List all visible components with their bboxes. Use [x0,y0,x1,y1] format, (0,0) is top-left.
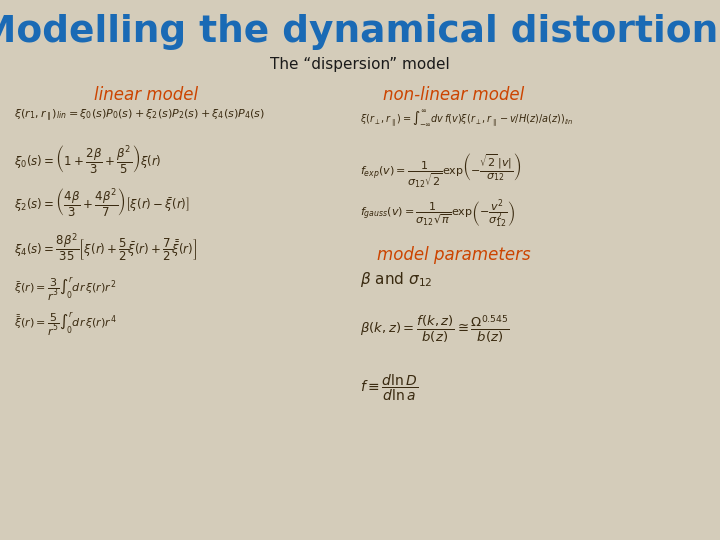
Text: $\beta(k,z) = \dfrac{f(k,z)}{b(z)} \cong \dfrac{\Omega^{0.545}}{b(z)}$: $\beta(k,z) = \dfrac{f(k,z)}{b(z)} \cong… [360,313,510,345]
Text: $\xi(r_\perp, r_\parallel) = \int_{-\infty}^{\infty} dv\,f(v)\xi(r_\perp, r_\par: $\xi(r_\perp, r_\parallel) = \int_{-\inf… [360,108,574,128]
Text: $\xi_4(s) = \dfrac{8\beta^2}{35}\left[\xi(r) + \dfrac{5}{2}\bar{\xi}(r) + \dfrac: $\xi_4(s) = \dfrac{8\beta^2}{35}\left[\x… [14,232,198,265]
Text: $\xi(r_1, r_\parallel)_{lin} = \xi_0(s)P_0(s) + \xi_2(s)P_2(s) + \xi_4(s)P_4(s)$: $\xi(r_1, r_\parallel)_{lin} = \xi_0(s)P… [14,108,266,124]
Text: $\xi_2(s) = \left(\dfrac{4\beta}{3} + \dfrac{4\beta^2}{7}\right)\left[\xi(r) - \: $\xi_2(s) = \left(\dfrac{4\beta}{3} + \d… [14,186,190,218]
Text: $\bar{\xi}(r) = \dfrac{3}{r^3}\int_0^r dr\,\xi(r)r^2$: $\bar{\xi}(r) = \dfrac{3}{r^3}\int_0^r d… [14,275,117,302]
Text: $f \equiv \dfrac{d\ln D}{d\ln a}$: $f \equiv \dfrac{d\ln D}{d\ln a}$ [360,373,418,403]
Text: non-linear model: non-linear model [383,86,524,104]
Text: model parameters: model parameters [377,246,531,264]
Text: The “dispersion” model: The “dispersion” model [270,57,450,72]
Text: linear model: linear model [94,86,198,104]
Text: $f_{exp}(v) = \dfrac{1}{\sigma_{12}\sqrt{2}}\exp\!\left(-\dfrac{\sqrt{2}\,|v|}{\: $f_{exp}(v) = \dfrac{1}{\sigma_{12}\sqrt… [360,151,521,190]
Text: $\xi_0(s) = \left(1 + \dfrac{2\beta}{3} + \dfrac{\beta^2}{5}\right)\xi(r)$: $\xi_0(s) = \left(1 + \dfrac{2\beta}{3} … [14,143,162,175]
Text: $f_{gauss}(v) = \dfrac{1}{\sigma_{12}\sqrt{\pi}}\exp\!\left(-\dfrac{v^2}{\sigma_: $f_{gauss}(v) = \dfrac{1}{\sigma_{12}\sq… [360,197,516,230]
Text: $\beta\ \mathrm{and}\ \sigma_{12}$: $\beta\ \mathrm{and}\ \sigma_{12}$ [360,270,433,289]
Text: $\bar{\bar{\xi}}(r) = \dfrac{5}{r^5}\int_0^r dr\,\xi(r)r^4$: $\bar{\bar{\xi}}(r) = \dfrac{5}{r^5}\int… [14,310,117,338]
Text: Modelling the dynamical distortions: Modelling the dynamical distortions [0,14,720,50]
